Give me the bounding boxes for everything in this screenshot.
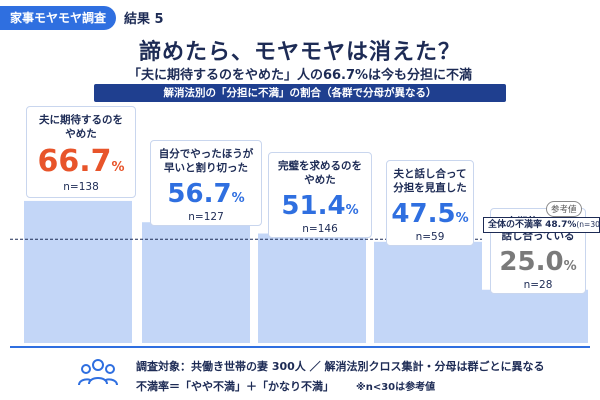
bar-label-0: 夫に期待するのを やめた 66.7% n=138: [26, 106, 136, 198]
footer-survey-target: 調査対象：共働き世帯の妻 300人 ／ 解消法別クロス集計・分母は群ごとに異なる: [136, 360, 545, 373]
bar-2: [258, 233, 366, 343]
result-number: 結果 5: [124, 12, 164, 27]
category-label: 完璧を求めるのを やめた: [269, 159, 371, 187]
bar-0: [24, 200, 132, 343]
value-label: 66.7: [37, 144, 112, 179]
category-line: 分担を見直した: [393, 181, 467, 194]
page-title: 諦めたら、モヤモヤは消えた？: [138, 40, 461, 65]
survey-tag: 家事モヤモヤ調査: [0, 6, 117, 30]
people-icon: [78, 359, 118, 386]
value-label: 25.0: [499, 246, 564, 277]
category-line: 早いと割り切った: [164, 162, 248, 175]
footer-divider: [10, 346, 590, 348]
category-line: 夫に期待するのを: [39, 114, 123, 126]
bar-4: [480, 289, 588, 343]
sample-size: n=138: [63, 181, 99, 193]
category-line: 完璧を求めるのを: [278, 159, 362, 172]
sample-size: n=59: [415, 230, 445, 243]
page-subtitle: 「夫に期待するのをやめた」人の66.7%は今も分担に不満: [127, 68, 473, 83]
bar-label-3: 夫と話し合って 分担を見直した 47.5% n=59: [386, 159, 474, 246]
unit-label: %: [455, 210, 469, 226]
unit-label: %: [231, 191, 245, 207]
category-line: やめた: [65, 128, 97, 140]
value-label: 47.5: [391, 198, 456, 229]
unit-label: %: [563, 258, 577, 274]
unit-label: %: [345, 202, 359, 218]
value-label: 56.7: [167, 179, 232, 210]
chart-banner: 解消法別の「分担に不満」の割合（各群で分母が異なる）: [94, 84, 506, 102]
value-label: 51.4: [281, 190, 346, 221]
category-line: 夫と話し合って: [393, 167, 467, 180]
reference-badge: 参考値: [546, 200, 582, 217]
unit-label: %: [111, 160, 125, 175]
sample-size: n=146: [302, 222, 338, 235]
bar-1: [142, 222, 250, 343]
sample-size: n=127: [188, 211, 224, 224]
footer-note: ※n<30は参考値: [356, 382, 436, 393]
average-label: 全体の不満率 48.7%(n=300): [483, 217, 600, 233]
category-label: 夫に期待するのを やめた: [27, 113, 135, 141]
category-label: 夫と話し合って 分担を見直した: [387, 167, 473, 195]
footer-definition: 不満率＝「やや不満」＋「かなり不満」 ※n<30は参考値: [136, 380, 436, 393]
category-label: 自分でやったほうが 早いと割り切った: [151, 147, 261, 175]
bar-3: [374, 241, 482, 343]
sample-size: n=28: [523, 278, 553, 291]
bar-label-2: 完璧を求めるのを やめた 51.4% n=146: [268, 151, 372, 238]
category-line: 自分でやったほうが: [158, 148, 254, 161]
bar-label-1: 自分でやったほうが 早いと割り切った 56.7% n=127: [150, 140, 262, 227]
category-line: やめた: [304, 173, 336, 186]
